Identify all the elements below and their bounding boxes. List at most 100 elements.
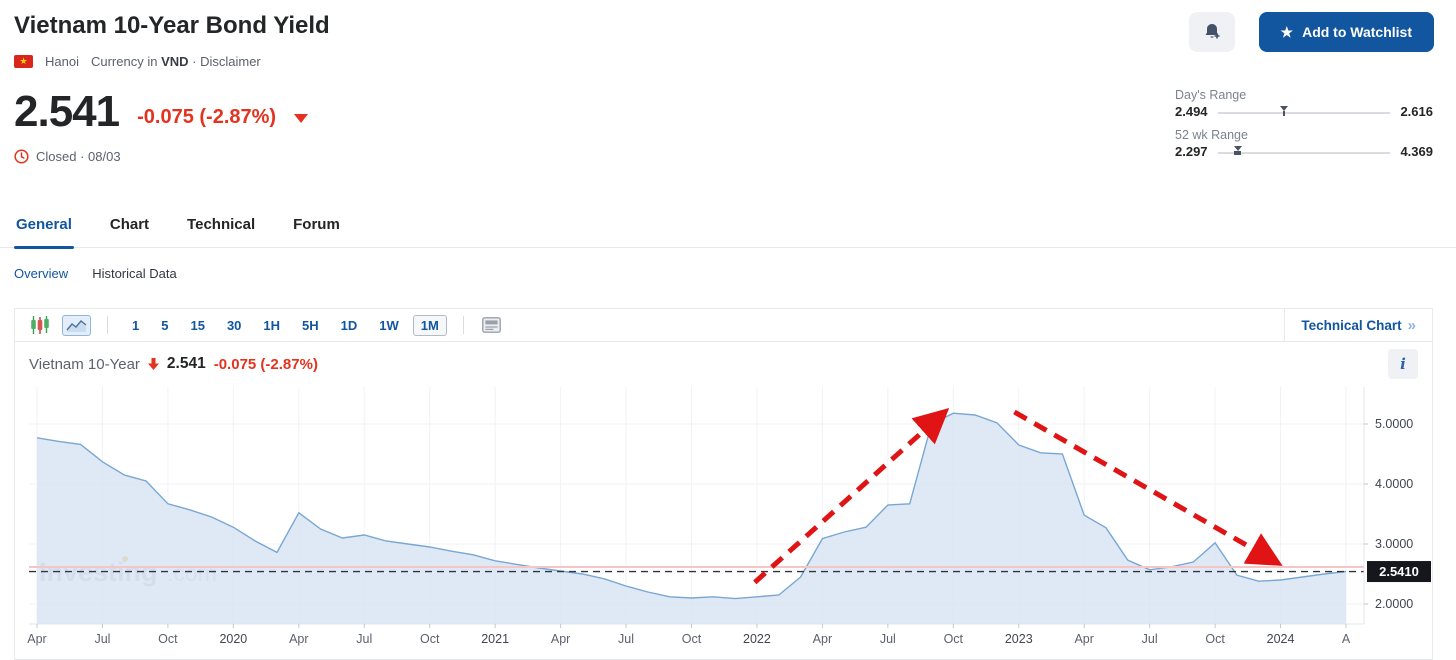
market-status-label: Closed · 08/03 [36, 149, 121, 164]
market-status: Closed · 08/03 [14, 149, 121, 164]
bell-plus-icon [1205, 24, 1220, 39]
interval-30[interactable]: 30 [226, 317, 242, 333]
y-axis-label: 2.0000 [1375, 597, 1413, 611]
news-panel-icon [481, 317, 501, 333]
interval-5h[interactable]: 5H [302, 317, 319, 333]
sub-tabs: Overview Historical Data [14, 266, 177, 281]
chart-header: Vietnam 10-Year 2.541 -0.075 (-2.87%) i [15, 342, 1432, 386]
info-button[interactable]: i [1388, 349, 1418, 379]
last-price-tag [1367, 561, 1431, 583]
52wk-range-high: 4.369 [1400, 144, 1433, 159]
chart-toolbar: 1 5 15 30 1H 5H 1D 1W 1M Technical Chart » [15, 309, 1432, 342]
x-axis-label: 2024 [1267, 632, 1295, 646]
days-range-low: 2.494 [1175, 104, 1208, 119]
x-axis-label: Apr [813, 632, 832, 646]
add-to-watchlist-button[interactable]: ★ Add to Watchlist [1258, 12, 1434, 52]
interval-5[interactable]: 5 [161, 317, 169, 333]
x-axis-label: Jul [618, 632, 634, 646]
price-chart[interactable]: Investing.comAprJulOct2020AprJulOct2021A… [15, 387, 1432, 655]
price-block: 2.541 -0.075 (-2.87%) [14, 87, 309, 136]
x-axis-label: 2020 [219, 632, 247, 646]
tab-forum[interactable]: Forum [293, 216, 340, 233]
technical-chart-link[interactable]: Technical Chart » [1284, 309, 1432, 341]
page-title: Vietnam 10-Year Bond Yield [14, 12, 330, 39]
triangle-down-icon [294, 114, 309, 124]
x-axis-label: Jul [880, 632, 896, 646]
news-overlay-button[interactable] [480, 315, 503, 335]
interval-1[interactable]: 1 [132, 317, 140, 333]
x-axis-label: Oct [682, 632, 702, 646]
x-axis-label: Oct [158, 632, 178, 646]
toolbar-divider [462, 316, 464, 334]
x-axis-label: Apr [27, 632, 46, 646]
currency-label: Currency in VND · Disclaimer [90, 54, 261, 69]
main-tabs: General Chart Technical Forum [0, 212, 1456, 249]
52wk-range-low: 2.297 [1175, 144, 1208, 159]
interval-switcher: 1 5 15 30 1H 5H 1D 1W 1M [124, 314, 447, 336]
x-axis-label: Jul [356, 632, 372, 646]
y-axis-label: 4.0000 [1375, 477, 1413, 491]
trend-arrow-up [753, 407, 950, 585]
chart-last-price: 2.541 [166, 355, 206, 372]
star-icon: ★ [1280, 23, 1294, 40]
add-to-watchlist-label: Add to Watchlist [1302, 24, 1412, 40]
days-range-track [1217, 105, 1391, 118]
interval-1w[interactable]: 1W [379, 317, 399, 333]
days-range-label: Day's Range [1175, 88, 1247, 102]
price-line-series [36, 412, 1347, 600]
chart-instrument-name: Vietnam 10-Year [29, 355, 140, 373]
y-axis-label: 5.0000 [1375, 417, 1413, 431]
x-axis-label: 2022 [743, 632, 771, 646]
52wk-range: 52 wk Range 2.297 4.369 [1175, 128, 1433, 159]
arrow-down-icon [147, 358, 159, 370]
x-axis-label: 2023 [1005, 632, 1033, 646]
toolbar-divider [107, 316, 108, 334]
location-label: Hanoi [45, 54, 79, 69]
x-axis-label: Oct [944, 632, 964, 646]
instrument-meta: ★ Hanoi Currency in VND · Disclaimer [14, 54, 261, 69]
y-axis-label: 3.0000 [1375, 537, 1413, 551]
candlestick-chart-button[interactable] [28, 314, 52, 337]
create-alert-button[interactable] [1188, 12, 1235, 52]
double-chevron-right-icon: » [1407, 316, 1416, 334]
52wk-range-marker [1233, 145, 1242, 155]
x-axis-label: 2021 [481, 632, 509, 646]
x-axis-label: Apr [1074, 632, 1093, 646]
chart-widget: 1 5 15 30 1H 5H 1D 1W 1M Technical Chart » Vietn… [14, 308, 1433, 660]
tab-chart[interactable]: Chart [109, 216, 150, 233]
days-range-high: 2.616 [1400, 104, 1433, 119]
interval-15[interactable]: 15 [190, 317, 205, 333]
candlestick-icon [31, 315, 49, 334]
ranges-panel: Day's Range 2.494 2.616 52 wk Range 2.29… [1175, 88, 1433, 168]
last-price-tag-label: 2.5410 [1379, 564, 1419, 579]
disclaimer-link[interactable]: · Disclaimer [192, 54, 261, 69]
x-axis-label: Apr [289, 632, 308, 646]
x-axis-label: Oct [1205, 632, 1225, 646]
tab-general[interactable]: General [14, 212, 74, 249]
header-actions: ★ Add to Watchlist [1188, 12, 1434, 52]
technical-chart-label: Technical Chart [1301, 317, 1402, 333]
interval-1h[interactable]: 1H [263, 317, 281, 333]
x-axis-label: Jul [1142, 632, 1158, 646]
last-price: 2.541 [14, 87, 120, 136]
days-range-marker [1280, 105, 1289, 116]
x-axis-label: Jul [94, 632, 110, 646]
tab-technical[interactable]: Technical [187, 216, 256, 233]
x-axis-label: Oct [420, 632, 440, 646]
price-change: -0.075 (-2.87%) [137, 106, 277, 129]
vietnam-flag-icon: ★ [14, 55, 33, 68]
x-axis-label: A [1342, 632, 1351, 646]
currency-code: VND [161, 54, 189, 69]
interval-1d[interactable]: 1D [340, 317, 358, 333]
52wk-range-label: 52 wk Range [1175, 128, 1248, 142]
days-range: Day's Range 2.494 2.616 [1175, 88, 1433, 119]
chart-price-change: -0.075 (-2.87%) [213, 355, 318, 373]
clock-icon [14, 149, 29, 164]
subtab-historical-data[interactable]: Historical Data [92, 266, 177, 281]
subtab-overview[interactable]: Overview [14, 266, 69, 281]
interval-1m[interactable]: 1M [412, 314, 447, 336]
area-chart-button[interactable] [62, 314, 91, 336]
trend-arrow-down [1013, 409, 1283, 566]
52wk-range-track [1217, 145, 1391, 158]
